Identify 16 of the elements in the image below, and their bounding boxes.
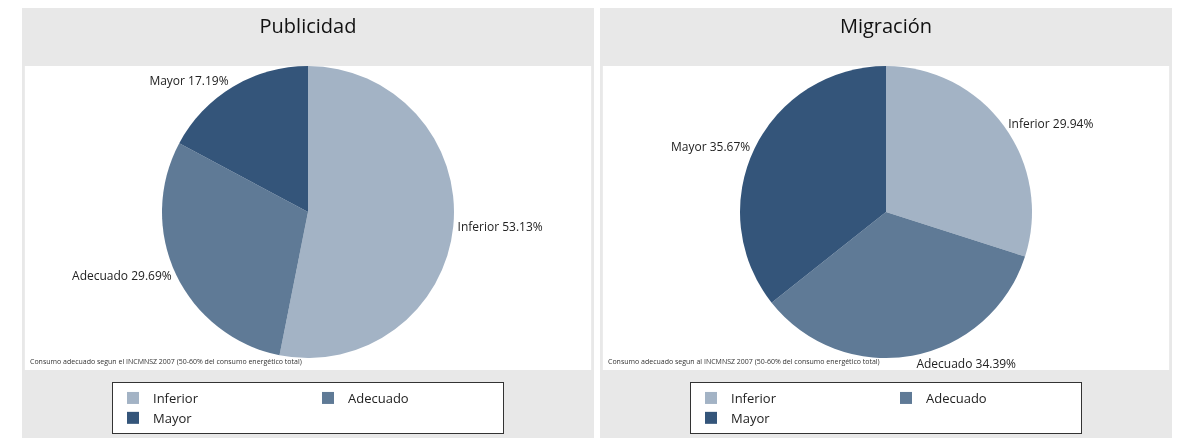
legend-label: Mayor — [153, 408, 193, 427]
data-label: Adecuado 29.69% — [72, 267, 172, 285]
pie-slice — [279, 66, 454, 358]
pie-slice — [771, 212, 1026, 358]
data-label: Mayor 17.19% — [149, 72, 229, 90]
data-label: Inferior 53.13% — [457, 217, 543, 235]
data-label: Inferior 29.94% — [1008, 114, 1094, 132]
data-label: Adecuado 34.39% — [916, 355, 1017, 373]
data-label: Mayor 35.67% — [670, 138, 751, 156]
chart-title: Publicidad — [259, 11, 357, 39]
legend-label: Inferior — [731, 389, 777, 408]
legend-label: Mayor — [731, 408, 771, 427]
legend-label: Adecuado — [926, 389, 987, 408]
legend-label: Inferior — [153, 389, 199, 408]
legend-label: Adecuado — [348, 389, 409, 408]
chart-title: Migración — [839, 11, 933, 39]
